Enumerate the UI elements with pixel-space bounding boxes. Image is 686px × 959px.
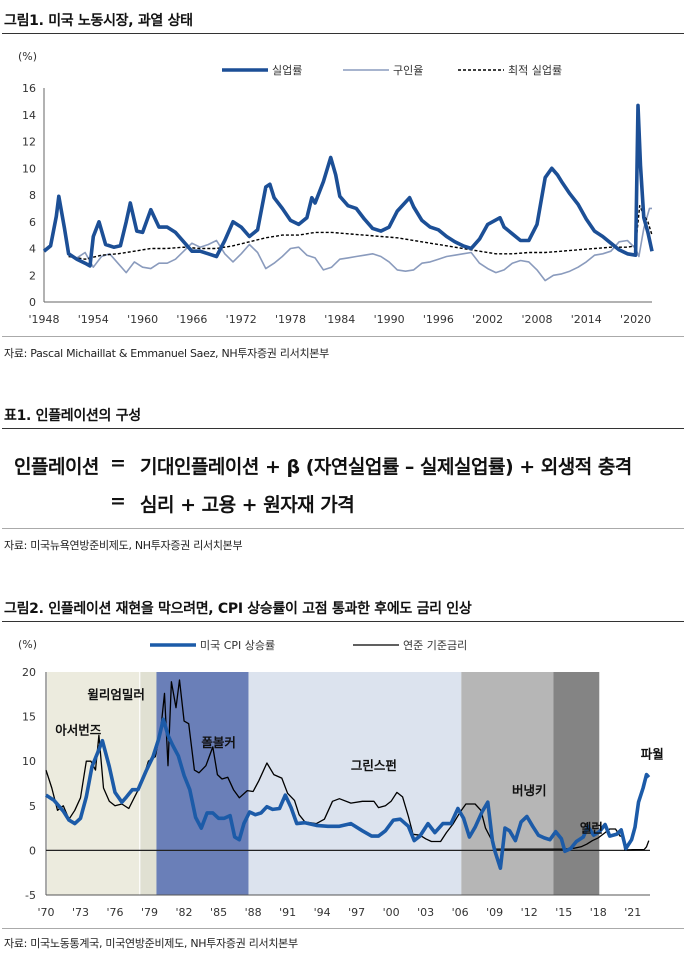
fig1-legend-label-vacancy: 구인율 (393, 64, 423, 77)
fig2-period-label: 폴볼커 (201, 735, 236, 750)
fig1-bottom-rule (2, 336, 684, 337)
fig1-chart: (%) 0 2 4 6 8 10 12 14 16 '1948 '1954 '1960 '1966 '197… (18, 50, 654, 326)
equation-eq-1: = (110, 452, 126, 474)
fig2-y-tick-label: 10 (22, 755, 36, 768)
fig1-x-tick-label: '1978 (275, 313, 306, 326)
fig1-x-tick-label: '2002 (472, 313, 503, 326)
fig2-period-윌리엄밀러 (140, 672, 157, 895)
fig1-x-tick-label: '1990 (374, 313, 405, 326)
fig2-x-tick-label: '70 (37, 906, 54, 919)
fig1-y-tick-label: 14 (22, 109, 36, 122)
fig2-period-폴볼커 (156, 672, 249, 895)
fig2-x-tick-label: '97 (348, 906, 365, 919)
fig2-x-tick-label: '79 (141, 906, 158, 919)
fig1-y-unit: (%) (18, 50, 37, 63)
fig1-source: 자료: Pascal Michaillat & Emmanuel Saez, N… (4, 347, 329, 360)
fig2-title: 그림2. 인플레이션 재현을 막으려면, CPI 상승률이 고점 통과한 후에도… (4, 601, 472, 617)
fig2-period-label: 옐런 (580, 821, 603, 836)
fig1-y-tick-label: 4 (29, 243, 36, 256)
fig1-y-tick-label: 8 (29, 189, 36, 202)
fig2-series-cpi (45, 717, 651, 870)
fig2-y-tick-label: -5 (25, 889, 36, 902)
fig2-legend-label-cpi: 미국 CPI 상승률 (200, 639, 275, 652)
fig2-x-tick-label: '18 (590, 906, 607, 919)
fig1-y-tick-label: 0 (29, 296, 36, 309)
fig1-x-tick-label: '1972 (226, 313, 257, 326)
equation-rhs-1: 기대인플레이션 + β (자연실업률 – 실제실업률) + 외생적 충격 (140, 456, 632, 478)
table1-bottom-rule (2, 528, 684, 529)
fig2-x-tick-label: '15 (555, 906, 572, 919)
fig2-source: 자료: 미국노동통계국, 미국연방준비제도, NH투자증권 리서치본부 (4, 937, 298, 950)
fig2-y-tick-label: 15 (22, 711, 36, 724)
fig2-bottom-rule (2, 928, 684, 929)
fig1-y-tick-label: 16 (22, 82, 36, 95)
fig1-top-rule (2, 33, 684, 34)
fig1-x-tick-label: '1954 (78, 313, 109, 326)
table1-top-rule (2, 428, 684, 429)
table1-source: 자료: 미국뉴욕연방준비제도, NH투자증권 리서치본부 (4, 539, 243, 552)
fig2-x-tick-label: '73 (72, 906, 89, 919)
equation-lhs: 인플레이션 (14, 456, 99, 478)
fig1-x-tick-label: '2008 (521, 313, 552, 326)
fig2-period-label: 파월 (641, 747, 664, 762)
fig1-series-unemp (42, 103, 654, 268)
fig2-period-버냉키 (461, 672, 554, 895)
fig2-x-tick-label: '85 (210, 906, 227, 919)
fig2-period-label: 윌리엄밀러 (87, 687, 145, 702)
fig2-period-label: 아서번즈 (55, 722, 102, 737)
fig2-y-tick-label: 0 (29, 844, 36, 857)
fig1-x-tick-label: '1966 (176, 313, 207, 326)
fig2-x-tick-label: '06 (452, 906, 469, 919)
fig1-x-tick-label: '1996 (423, 313, 454, 326)
fig2-period-파월 (599, 672, 650, 895)
fig2-x-tick-label: '21 (624, 906, 641, 919)
fig2-legend-label-rate: 연준 기준금리 (403, 639, 467, 652)
fig1-x-tick-label: '1984 (324, 313, 355, 326)
fig2-x-tick-label: '88 (245, 906, 262, 919)
fig2-chart: (%) -5 0 5 10 15 20 '70 '73 '76 '79 '82 '85 '88 '91 '94… (18, 638, 664, 919)
fig1-legend-label-unemp: 실업률 (272, 64, 302, 77)
fig1-x-tick-label: '1960 (127, 313, 158, 326)
fig2-y-unit: (%) (18, 638, 37, 651)
fig1-x-tick-label: '2014 (571, 313, 602, 326)
table1-title: 표1. 인플레이션의 구성 (4, 408, 141, 424)
fig1-title: 그림1. 미국 노동시장, 과열 상태 (4, 13, 193, 29)
fig1-y-tick-label: 10 (22, 162, 36, 175)
fig2-x-tick-label: '76 (107, 906, 124, 919)
fig1-legend-label-optimal: 최적 실업률 (508, 64, 562, 77)
equation-rhs-2: 심리 + 고용 + 원자재 가격 (140, 494, 355, 516)
fig1-series-vacancy (68, 207, 652, 282)
fig2-period-label: 그린스펀 (351, 758, 397, 773)
fig2-x-tick-label: '82 (176, 906, 193, 919)
fig1-x-tick-label: '1948 (28, 313, 59, 326)
fig2-period-아서번즈 (47, 672, 140, 895)
fig2-x-tick-label: '00 (383, 906, 400, 919)
fig2-period-그린스펀 (248, 672, 462, 895)
fig2-x-tick-label: '94 (314, 906, 331, 919)
fig2-period-label: 버냉키 (512, 783, 547, 798)
fig2-y-tick-label: 20 (22, 666, 36, 679)
fig2-x-tick-label: '91 (279, 906, 296, 919)
fig1-x-tick-label: '2020 (620, 313, 651, 326)
fig1-y-tick-label: 2 (29, 269, 36, 282)
fig1-y-tick-label: 12 (22, 136, 36, 149)
equation-eq-2: = (110, 490, 126, 512)
fig2-period-옐런 (553, 672, 600, 895)
fig1-y-tick-label: 6 (29, 216, 36, 229)
fig2-y-tick-label: 5 (29, 800, 36, 813)
fig2-x-tick-label: '12 (521, 906, 538, 919)
fig2-x-tick-label: '09 (486, 906, 503, 919)
fig2-top-rule (2, 621, 684, 622)
fig2-x-tick-label: '03 (417, 906, 434, 919)
